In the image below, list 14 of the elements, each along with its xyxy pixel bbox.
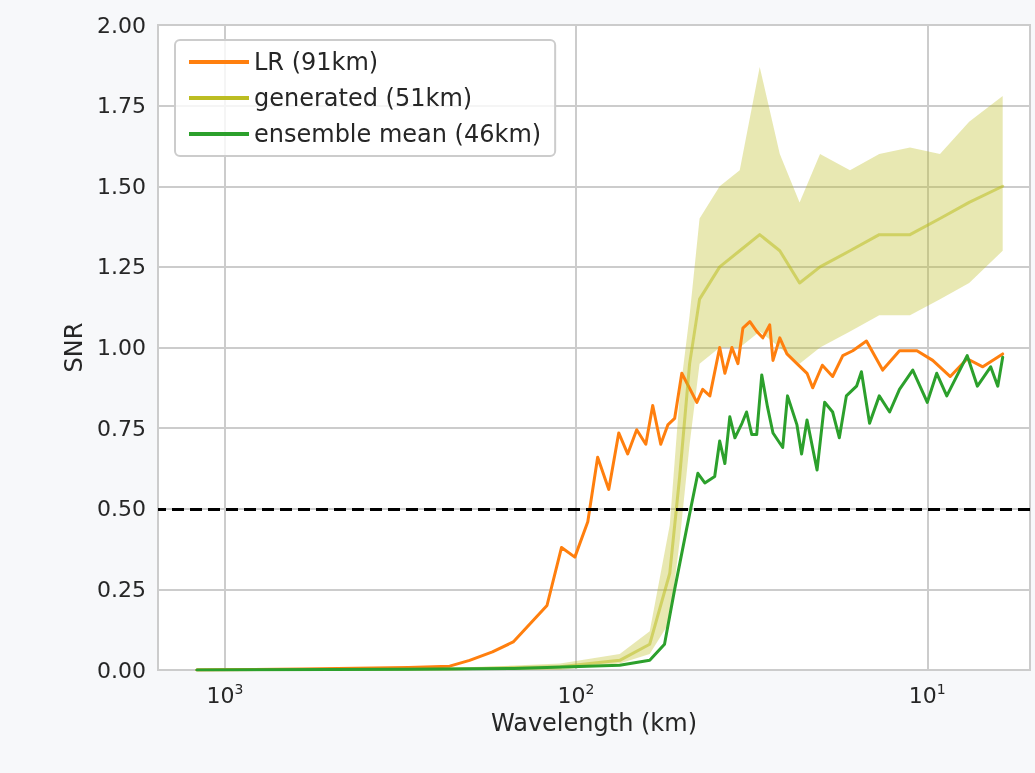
y-tick-label: 1.75 xyxy=(97,93,146,119)
y-tick-label: 2.00 xyxy=(97,12,146,38)
y-tick-label: 1.00 xyxy=(97,335,146,360)
y-tick-label: 0.25 xyxy=(97,576,146,602)
x-axis-title: Wavelength (km) xyxy=(490,708,698,737)
legend-label: ensemble mean (46km) xyxy=(254,120,542,148)
legend-label: LR (91km) xyxy=(254,48,379,76)
y-tick-label: 0.00 xyxy=(97,657,146,683)
y-axis-title: SNR xyxy=(60,322,89,373)
y-tick-label: 0.75 xyxy=(97,415,146,441)
legend-label: generated (51km) xyxy=(254,84,473,112)
y-tick-label: 1.25 xyxy=(97,254,146,280)
y-tick-label: 1.50 xyxy=(97,173,146,199)
y-tick-label: 0.50 xyxy=(97,496,146,522)
